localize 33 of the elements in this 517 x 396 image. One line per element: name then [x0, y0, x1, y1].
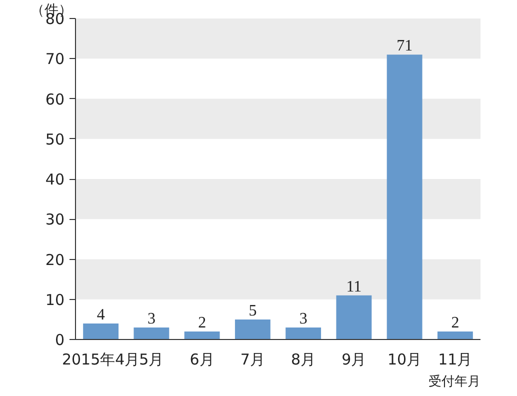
bar	[386, 54, 422, 340]
data-label: 71	[396, 38, 413, 55]
y-tick-label: 70	[45, 50, 65, 68]
x-tick-label: 2015年4月	[62, 350, 140, 368]
bar	[134, 327, 170, 340]
x-tick-label: 7月	[240, 350, 265, 368]
x-tick-label: 9月	[342, 350, 366, 368]
x-tick-label: 11月	[438, 350, 472, 368]
y-tick-label: 20	[45, 250, 65, 269]
y-tick-label: 60	[45, 90, 65, 108]
data-label: 11	[346, 278, 362, 296]
y-tick-label: 0	[54, 331, 65, 349]
bar	[83, 323, 119, 340]
bar	[184, 331, 220, 340]
y-tick-label: 40	[45, 170, 65, 188]
y-tick-label: 10	[45, 290, 65, 309]
bar	[437, 331, 473, 340]
y-tick-label: 50	[45, 130, 65, 148]
x-axis-title: 受付年月	[428, 374, 480, 390]
x-tick-label: 6月	[190, 350, 214, 368]
y-tick-label: 30	[45, 210, 65, 229]
data-label: 4	[96, 306, 105, 324]
data-label: 3	[299, 310, 308, 328]
bar	[286, 327, 322, 340]
data-label: 2	[451, 314, 460, 332]
data-label: 3	[147, 310, 156, 328]
x-tick-label: 5月	[139, 350, 164, 368]
bar	[336, 295, 372, 340]
bar	[234, 319, 270, 340]
x-tick-label: 10月	[388, 350, 422, 368]
data-label: 5	[248, 302, 257, 320]
x-tick-label: 8月	[291, 350, 316, 368]
data-label: 2	[198, 314, 206, 332]
